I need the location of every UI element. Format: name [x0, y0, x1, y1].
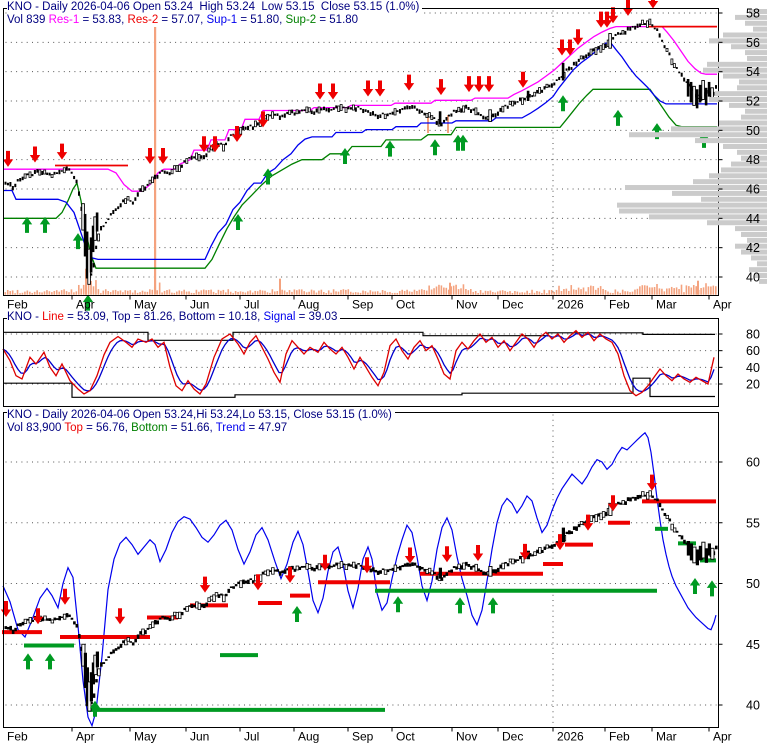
- y-axis-label: 60: [746, 456, 760, 470]
- header-run: = 51.66,: [167, 422, 216, 434]
- y-axis-label: 40: [746, 361, 760, 375]
- y-axis-label: 52: [746, 95, 760, 109]
- header-run: Res-2: [127, 14, 159, 26]
- month-label: Feb: [7, 298, 28, 312]
- month-label: 2026: [557, 298, 584, 312]
- y-axis-label: 48: [746, 153, 760, 167]
- panel3-legend: Vol 83,900 Top = 56.76, Bottom = 51.66, …: [7, 422, 291, 435]
- month-label: Feb: [609, 298, 630, 312]
- y-axis-label: 40: [746, 699, 760, 713]
- y-axis-label: 40: [746, 271, 760, 285]
- y-axis-label: 50: [746, 124, 760, 138]
- y-axis-label: 50: [746, 577, 760, 591]
- y-axis-label: 42: [746, 241, 760, 255]
- month-label: Oct: [396, 730, 415, 744]
- y-axis-label: 45: [746, 638, 760, 652]
- header-run: Sup-2: [285, 14, 317, 26]
- header-run: Top: [64, 422, 83, 434]
- header-run: = 53.83,: [79, 14, 128, 26]
- y-axis-label: 80: [746, 328, 760, 342]
- header-run: Res-1: [48, 14, 80, 26]
- header-run: Sup-1: [206, 14, 238, 26]
- month-label: Oct: [396, 298, 415, 312]
- month-label: Sep: [352, 730, 374, 744]
- panel1-legend: Vol 839 Res-1 = 53.83, Res-2 = 57.07, Su…: [7, 14, 362, 27]
- month-label: May: [134, 298, 157, 312]
- header-run: Signal: [263, 311, 296, 323]
- y-axis-label: 54: [746, 65, 760, 79]
- panel3-title: KNO - Daily 2026-04-06 Open 53.24,Hi 53.…: [7, 409, 395, 422]
- header-run: = 39.03: [295, 311, 338, 323]
- month-label: Apr: [76, 730, 95, 744]
- header-run: Vol 83,900: [7, 422, 65, 434]
- header-run: = 51.80,: [237, 14, 286, 26]
- header-run: = 56.76,: [82, 422, 132, 434]
- panel1-title: KNO - Daily 2026-04-06 Open 53.24 High 5…: [7, 1, 423, 14]
- header-run: Line: [42, 311, 64, 323]
- month-label: Apr: [713, 730, 732, 744]
- y-axis-label: 58: [746, 7, 760, 21]
- y-axis-label: 60: [746, 344, 760, 358]
- header-run: KNO -: [7, 311, 43, 323]
- month-label: Nov: [456, 730, 477, 744]
- month-label: Jul: [244, 730, 259, 744]
- y-axis-label: 44: [746, 212, 760, 226]
- header-run: = 47.97: [245, 422, 288, 434]
- header-run: = 53.09, Top = 81.26, Bottom = 10.18,: [63, 311, 264, 323]
- header-run: Trend: [215, 422, 246, 434]
- y-axis-label: 56: [746, 36, 760, 50]
- month-label: Mar: [656, 298, 677, 312]
- month-label: Nov: [456, 298, 477, 312]
- header-run: Vol 839: [7, 14, 49, 26]
- panel2-title: KNO - Line = 53.09, Top = 81.26, Bottom …: [7, 311, 341, 324]
- month-label: Dec: [502, 730, 523, 744]
- month-label: Apr: [713, 298, 732, 312]
- price-panel-stops: 60 55 50 45 40 Feb Apr May Jun Jul Aug Sep Oct Nov Dec…: [0, 412, 760, 744]
- header-run: KNO - Daily 2026-04-06 Open 53.24 High 5…: [7, 1, 420, 13]
- month-label: Jun: [190, 298, 209, 312]
- month-label: 2026: [557, 730, 584, 744]
- month-label: Feb: [609, 730, 630, 744]
- header-run: = 57.07,: [158, 14, 207, 26]
- month-label: Apr: [76, 298, 95, 312]
- oscillator-panel: 80 60 40 20: [2, 318, 760, 407]
- header-run: KNO - Daily 2026-04-06 Open 53.24,Hi 53.…: [7, 409, 392, 421]
- month-label: Aug: [298, 730, 319, 744]
- y-axis-label: 46: [746, 183, 760, 197]
- month-label: May: [134, 730, 157, 744]
- month-label: Mar: [656, 730, 677, 744]
- header-run: Bottom: [131, 422, 168, 434]
- month-label: Feb: [7, 730, 28, 744]
- y-axis-label: 55: [746, 516, 760, 530]
- month-label: Jul: [244, 298, 259, 312]
- month-label: Sep: [352, 298, 374, 312]
- month-label: Aug: [298, 298, 319, 312]
- y-axis-label: 20: [746, 378, 760, 392]
- price-panel-daily: 58 56 54 52 50 48 46 44 42 40 Feb Apr May Jun Jul Aug Se…: [2, 0, 767, 312]
- month-label: Jun: [190, 730, 209, 744]
- month-label: Dec: [502, 298, 523, 312]
- header-run: = 51.80: [316, 14, 359, 26]
